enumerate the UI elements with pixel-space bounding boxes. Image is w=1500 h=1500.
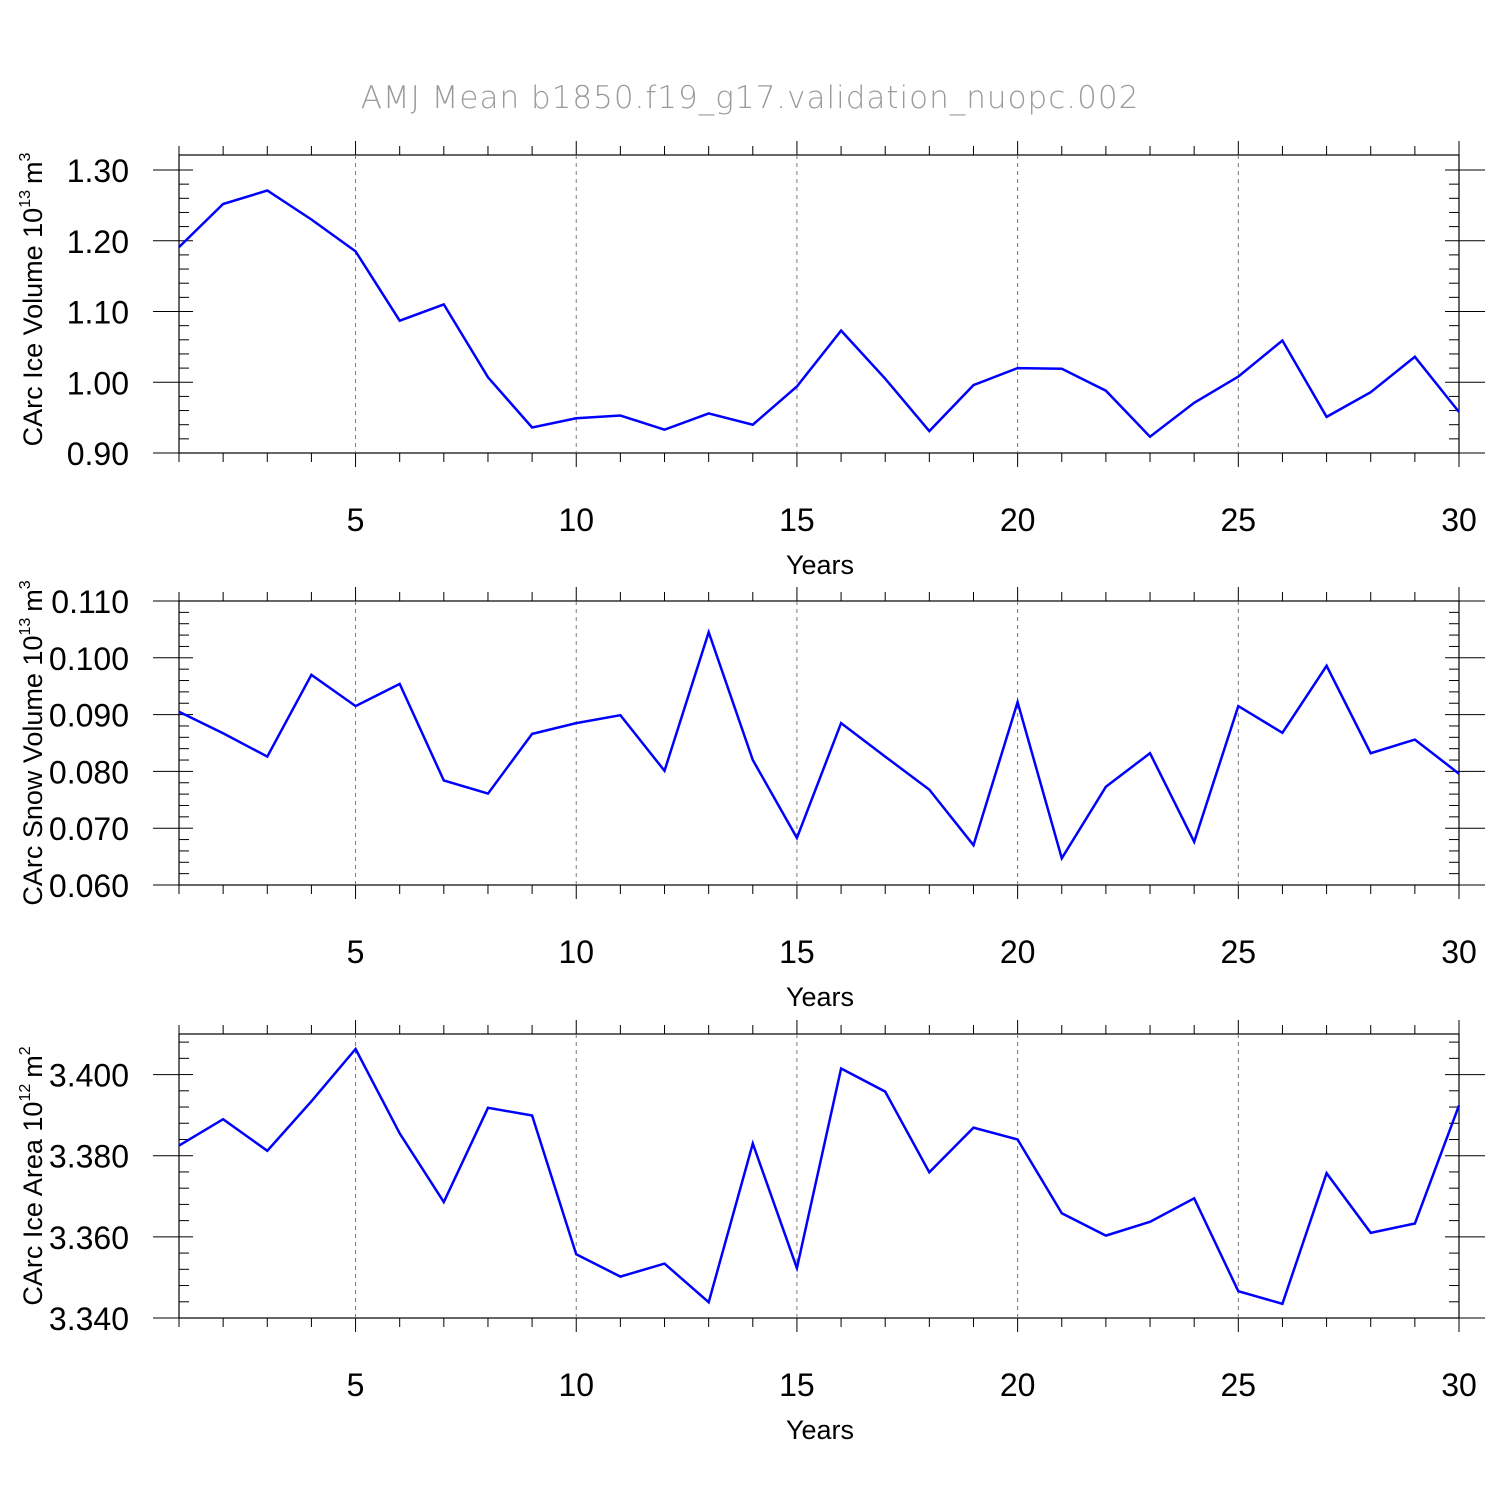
- y-axis-label-text: CArc Ice Area 10: [18, 1102, 48, 1306]
- x-axis-label: Years: [786, 550, 854, 580]
- y-tick-label: 1.00: [67, 365, 129, 401]
- x-tick-label: 5: [347, 934, 365, 970]
- y-tick-label: 3.400: [49, 1058, 129, 1094]
- y-axis-label-unit-exp: 2: [17, 1046, 34, 1055]
- y-axis-label: CArc Ice Volume 1013 m3: [17, 152, 48, 446]
- x-tick-label: 30: [1441, 1367, 1477, 1403]
- series-line: [178, 1046, 1461, 1306]
- x-axis-label: Years: [786, 982, 854, 1012]
- y-axis-label-unit: m: [18, 1055, 48, 1078]
- y-axis-label-unit-exp: 3: [17, 580, 34, 589]
- x-tick-label: 20: [1000, 502, 1036, 538]
- y-tick-label: 3.360: [49, 1220, 129, 1256]
- y-axis-label-unit: m: [18, 589, 48, 612]
- y-tick-label: 0.110: [51, 584, 129, 620]
- y-axis-label-unit-exp: 3: [17, 152, 34, 161]
- plot-frame: [178, 1033, 1460, 1319]
- x-tick-label: 5: [347, 1367, 365, 1403]
- y-tick-label: 1.30: [67, 153, 129, 189]
- x-tick-label: 25: [1221, 502, 1257, 538]
- y-tick-label: 3.380: [49, 1139, 129, 1175]
- y-tick-label: 0.070: [49, 811, 129, 847]
- plot-frame: [178, 600, 1460, 886]
- y-axis-label-exp: 12: [17, 1084, 34, 1102]
- snow-volume-panel: 0.060 0.070 0.080 0.090 0.100 0.110 5 10 15 20 25 3…: [17, 580, 1485, 1012]
- y-tick-label: 1.20: [67, 224, 129, 260]
- y-axis-label-unit: m: [18, 161, 48, 184]
- x-axis-label: Years: [786, 1415, 854, 1445]
- x-tick-label: 20: [1000, 934, 1036, 970]
- x-tick-label: 30: [1441, 934, 1477, 970]
- y-tick-label: 0.100: [49, 641, 129, 677]
- x-tick-label: 20: [1000, 1367, 1036, 1403]
- x-tick-label: 25: [1221, 1367, 1257, 1403]
- x-tick-label: 30: [1441, 502, 1477, 538]
- x-tick-label: 15: [779, 1367, 815, 1403]
- y-axis-label-text: CArc Snow Volume 10: [18, 636, 48, 906]
- y-tick-label: 0.90: [67, 436, 129, 472]
- x-tick-label: 15: [779, 502, 815, 538]
- x-tick-label: 25: [1221, 934, 1257, 970]
- series-line: [178, 628, 1460, 862]
- x-tick-label: 10: [558, 934, 594, 970]
- y-axis-label-text: CArc Ice Volume 10: [18, 208, 48, 447]
- ice-area-panel: 3.340 3.360 3.380 3.400 5 10 15 20 25 30 Years CArc…: [17, 1020, 1485, 1445]
- y-axis-label: CArc Snow Volume 1013 m3: [17, 580, 48, 905]
- y-axis-label: CArc Ice Area 1012 m2: [17, 1046, 48, 1305]
- plot-frame: [178, 154, 1460, 454]
- y-axis-label-exp: 13: [17, 190, 34, 208]
- y-tick-label: 3.340: [49, 1301, 129, 1337]
- x-tick-label: 10: [558, 502, 594, 538]
- y-tick-label: 0.090: [49, 698, 129, 734]
- x-tick-label: 10: [558, 1367, 594, 1403]
- y-tick-label: 0.060: [49, 868, 129, 904]
- y-tick-label: 1.10: [67, 295, 129, 331]
- ice-volume-panel: 0.90 1.00 1.10 1.20 1.30 5 10 15 20 25 30 Years CArc…: [17, 141, 1485, 580]
- x-tick-label: 5: [347, 502, 365, 538]
- x-tick-label: 15: [779, 934, 815, 970]
- series-line: [178, 189, 1460, 439]
- figure-title: AMJ Mean b1850.f19_g17.validation_nuopc.…: [361, 80, 1140, 116]
- y-tick-label: 0.080: [49, 754, 129, 790]
- y-axis-label-exp: 13: [17, 618, 34, 636]
